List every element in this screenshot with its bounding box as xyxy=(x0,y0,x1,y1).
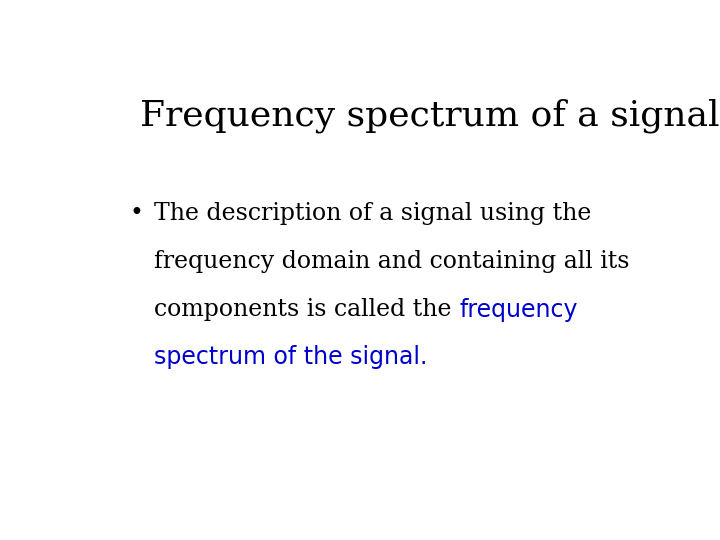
Text: frequency: frequency xyxy=(459,298,577,322)
Text: The description of a signal using the: The description of a signal using the xyxy=(154,202,592,225)
Text: Frequency spectrum of a signal: Frequency spectrum of a signal xyxy=(140,98,720,132)
Text: spectrum of the signal.: spectrum of the signal. xyxy=(154,346,428,369)
Text: components is called the: components is called the xyxy=(154,298,459,321)
Text: •: • xyxy=(129,202,143,225)
Text: frequency domain and containing all its: frequency domain and containing all its xyxy=(154,250,630,273)
